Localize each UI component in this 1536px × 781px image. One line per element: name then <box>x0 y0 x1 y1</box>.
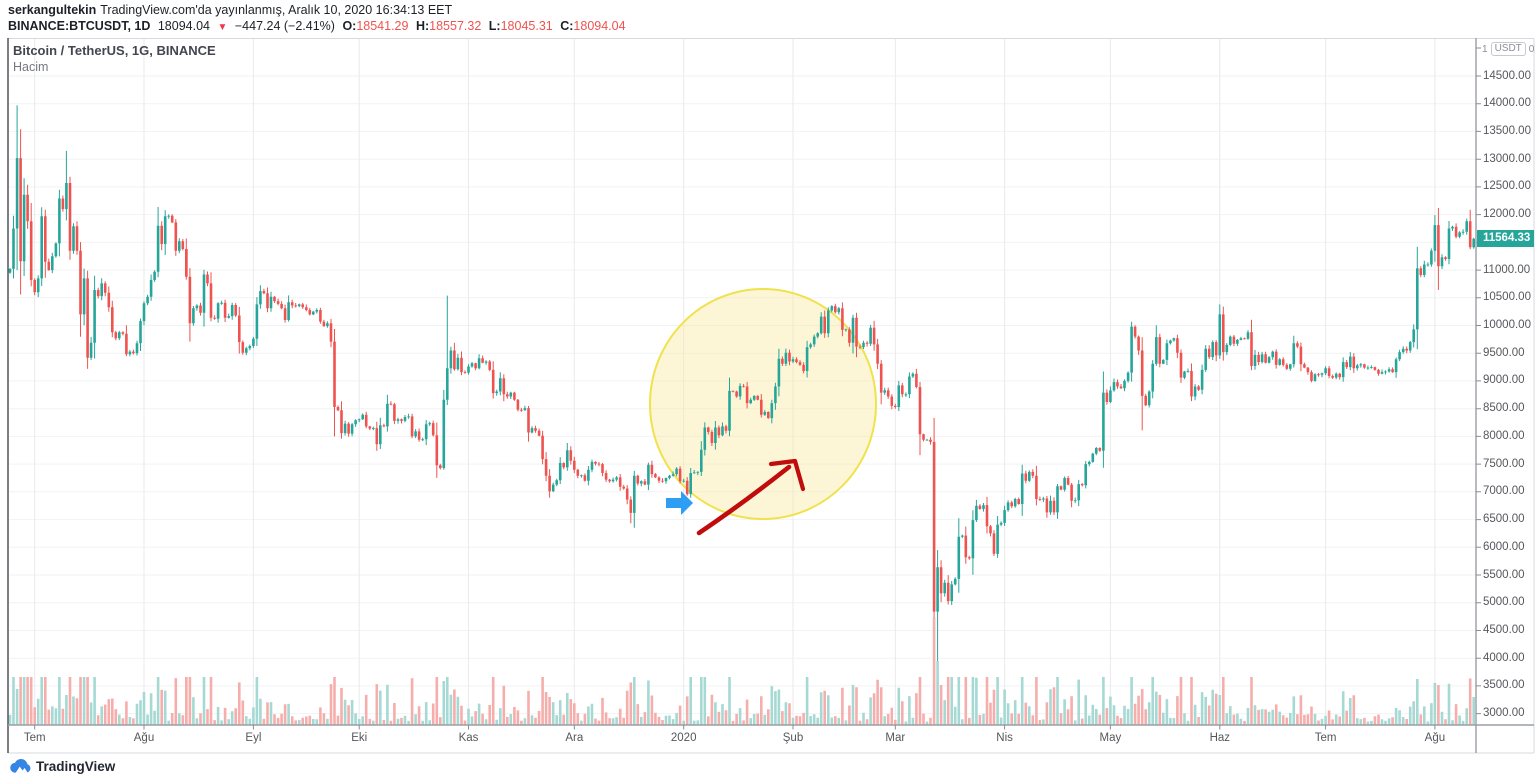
axis-unit-left: 1 <box>1482 43 1488 55</box>
time-axis-label: Eyl <box>245 732 262 744</box>
low-value: 18045.31 <box>500 19 553 33</box>
time-axis-label: May <box>1099 732 1122 744</box>
price-axis-label: 8000.00 <box>1483 429 1525 442</box>
price-axis-label: 5000.00 <box>1483 596 1525 609</box>
volume-bars <box>8 617 1476 725</box>
gridlines <box>9 39 1476 725</box>
price-axis-label: 11000.00 <box>1483 263 1531 276</box>
close-label: C: <box>560 19 574 33</box>
axis-unit-right: 0 <box>1528 43 1535 55</box>
legend-volume-label[interactable]: Hacim <box>13 60 49 74</box>
price-axis-label: 9500.00 <box>1483 346 1525 359</box>
price-axis-label: 4500.00 <box>1483 624 1525 636</box>
open-label: O: <box>342 19 357 33</box>
current-price-badge: 11564.33 <box>1477 230 1534 248</box>
price-axis-label: 14500.00 <box>1483 69 1531 82</box>
red-arrow-annotation[interactable] <box>696 458 806 536</box>
time-axis-label: Şub <box>782 732 804 744</box>
symbol-header: BINANCE:BTCUSDT, 1D 18094.04 ▼ −447.24 (… <box>8 19 626 33</box>
price-axis-unit-control[interactable]: 1 USDT 0 <box>1482 42 1534 56</box>
price-axis-label: 12000.00 <box>1483 208 1531 221</box>
price-axis-label: 4000.00 <box>1483 651 1525 664</box>
tradingview-brand-text: TradingView <box>36 758 116 774</box>
time-axis-label: Ara <box>565 732 584 744</box>
price-axis-label: 5500.00 <box>1483 568 1525 581</box>
author-link[interactable]: serkangultekin <box>8 3 97 17</box>
price-axis-label: 13500.00 <box>1483 124 1531 137</box>
time-axis-label: Mar <box>885 732 906 744</box>
price-axis-label: 12500.00 <box>1483 180 1531 193</box>
last-price: 18094.04 <box>157 19 210 33</box>
price-axis-label: 10500.00 <box>1483 291 1531 304</box>
time-axis-label: Eki <box>351 732 368 744</box>
high-label: H: <box>415 19 430 33</box>
price-axis-label: 7000.00 <box>1483 485 1525 498</box>
blue-arrow-annotation[interactable] <box>666 491 693 515</box>
tradingview-attribution[interactable]: TradingView <box>8 756 115 776</box>
price-axis-label: 6500.00 <box>1483 513 1525 526</box>
price-axis-label: 14000.00 <box>1483 97 1531 110</box>
close-value: 18094.04 <box>573 19 626 33</box>
time-axis-label: Ağu <box>133 732 155 744</box>
time-axis-label: Kas <box>458 732 479 744</box>
price-axis-label: 9000.00 <box>1483 374 1525 387</box>
open-value: 18541.29 <box>356 19 409 33</box>
publish-info: TradingView.com'da yayınlanmış, Aralık 1… <box>100 3 453 17</box>
price-axis-label: 8500.00 <box>1483 402 1525 415</box>
time-axis-label: Ağu <box>1424 732 1446 744</box>
price-axis-label: 6000.00 <box>1483 540 1525 553</box>
tradingview-logo-icon <box>10 758 31 773</box>
time-axis-label: Nis <box>996 732 1013 744</box>
candlesticks <box>8 105 1476 667</box>
low-label: L: <box>488 19 501 33</box>
price-change: −447.24 (−2.41%) <box>234 19 335 33</box>
price-axis-label: 3500.00 <box>1483 679 1525 692</box>
chart-frame <box>7 38 1535 754</box>
price-axis-label: 10000.00 <box>1483 319 1531 331</box>
axis-unit-currency-button[interactable]: USDT <box>1490 42 1526 56</box>
legend-symbol-title[interactable]: Bitcoin / TetherUS, 1G, BINANCE <box>13 43 216 58</box>
price-axis-label: 3000.00 <box>1483 707 1525 720</box>
time-axis-label: Tem <box>23 732 46 744</box>
time-axis-label: Tem <box>1314 732 1337 744</box>
price-axis-label: 13000.00 <box>1483 152 1531 165</box>
highlight-circle-annotation[interactable] <box>649 288 877 520</box>
symbol-name: BINANCE:BTCUSDT, 1D <box>8 19 151 33</box>
price-axis-label: 7500.00 <box>1483 457 1525 470</box>
chart-legend: Bitcoin / TetherUS, 1G, BINANCE Hacim <box>13 43 216 74</box>
publish-header: serkangultekin TradingView.com'da yayınla… <box>8 3 452 17</box>
time-axis-label: Haz <box>1209 732 1231 744</box>
high-value: 18557.32 <box>429 19 482 33</box>
time-axis-label: 2020 <box>670 732 697 744</box>
down-triangle-icon: ▼ <box>217 22 228 33</box>
